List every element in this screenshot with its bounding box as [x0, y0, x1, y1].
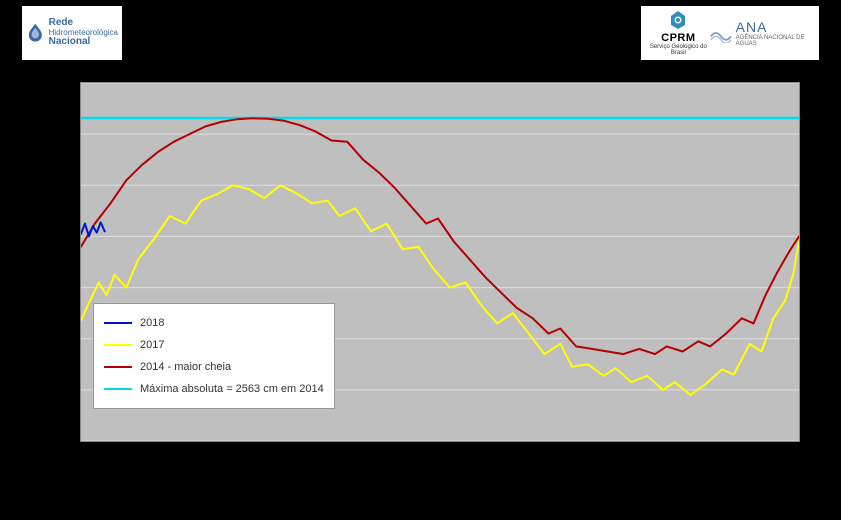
chart-legend: 2018 2017 2014 - maior cheia Máxima absolut…	[93, 303, 335, 409]
legend-swatch	[104, 322, 132, 324]
ana-text: ANA AGÊNCIA NACIONAL DE ÁGUAS	[736, 19, 813, 47]
chart-plot-area: 2018 2017 2014 - maior cheia Máxima absolut…	[80, 82, 800, 442]
legend-label: Máxima absoluta = 2563 cm em 2014	[140, 383, 324, 395]
logo-rede-text: Rede Hidrometeorológica Nacional	[49, 18, 118, 47]
legend-label: 2018	[140, 317, 164, 329]
legend-label: 2017	[140, 339, 164, 351]
logo-cprm-ana: CPRM Serviço Geológico do Brasil ANA AGÊ…	[641, 6, 819, 60]
legend-swatch	[104, 388, 132, 390]
logo-line1: Rede	[49, 17, 73, 28]
wave-icon	[710, 23, 732, 43]
cprm-icon	[668, 10, 688, 30]
legend-label: 2014 - maior cheia	[140, 361, 231, 373]
legend-item: Máxima absoluta = 2563 cm em 2014	[104, 378, 324, 400]
cprm-small: Serviço Geológico do Brasil	[647, 44, 710, 56]
logo-cprm: CPRM Serviço Geológico do Brasil	[647, 10, 710, 56]
cprm-big: CPRM	[647, 32, 710, 44]
ana-small: AGÊNCIA NACIONAL DE ÁGUAS	[736, 35, 813, 47]
logo-line3: Nacional	[49, 36, 91, 47]
logo-ana: ANA AGÊNCIA NACIONAL DE ÁGUAS	[710, 19, 813, 47]
legend-swatch	[104, 366, 132, 368]
legend-item: 2014 - maior cheia	[104, 356, 324, 378]
legend-item: 2017	[104, 334, 324, 356]
legend-item: 2018	[104, 312, 324, 334]
logo-rede-nacional: Rede Hidrometeorológica Nacional	[22, 6, 122, 60]
ana-big: ANA	[736, 19, 813, 35]
droplet-icon	[26, 23, 45, 43]
legend-swatch	[104, 344, 132, 346]
